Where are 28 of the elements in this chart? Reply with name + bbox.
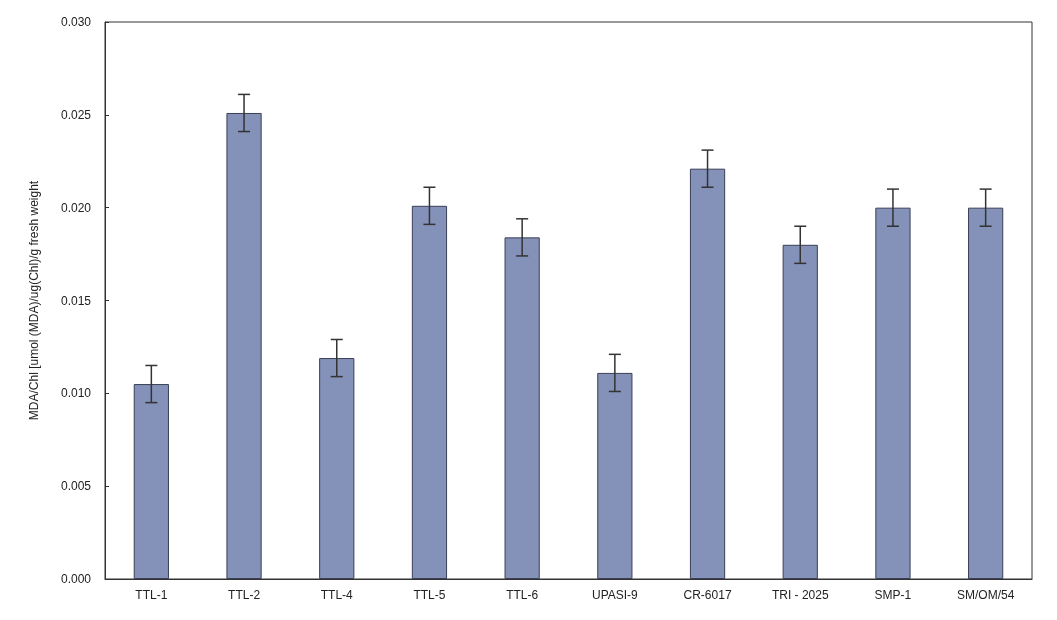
x-tick-label: TTL-2	[228, 588, 261, 602]
bar	[411, 205, 448, 579]
y-tick-label: 0.025	[60, 107, 92, 122]
bar	[504, 237, 540, 579]
bar	[319, 358, 355, 579]
y-tick-label: 0.010	[60, 386, 92, 401]
bar	[968, 207, 1004, 579]
bar	[133, 384, 169, 579]
y-tick-label: 0.030	[60, 15, 92, 29]
y-tick-label: 0.020	[60, 200, 92, 215]
y-axis-title: MDA/Chl [umol (MDA)/ug(Chl)/g fresh weight	[27, 180, 41, 421]
x-tick-label: CR-6017	[683, 588, 732, 602]
bar	[782, 244, 818, 579]
bar	[689, 168, 726, 579]
x-tick-label: UPASI-9	[591, 588, 639, 602]
y-tick-label: 0.000	[60, 572, 92, 586]
x-tick-label: TRI - 2025	[771, 588, 829, 602]
x-tick-label: SM/OM/54	[956, 588, 1015, 602]
bar	[875, 207, 911, 579]
bar	[597, 372, 633, 579]
x-tick-label: TTL-1	[135, 588, 168, 602]
x-tick-label: SMP-1	[874, 588, 912, 602]
x-tick-label: TTL-5	[413, 588, 446, 602]
y-tick-label: 0.015	[60, 293, 92, 308]
x-tick-label: TTL-4	[320, 588, 354, 602]
x-tick-label: TTL-6	[506, 588, 539, 602]
y-tick-label: 0.005	[60, 479, 92, 494]
bar	[226, 112, 262, 579]
